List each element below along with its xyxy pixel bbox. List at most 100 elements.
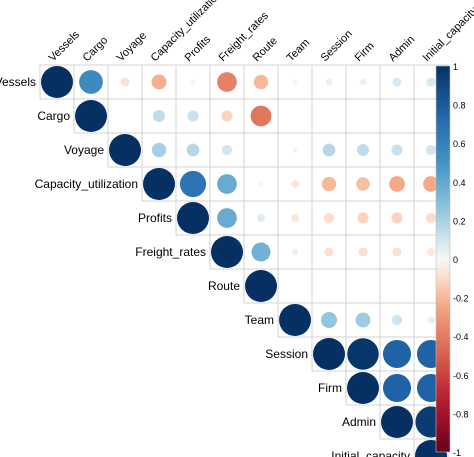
row-label-Firm: Firm bbox=[318, 381, 342, 395]
grid-cell bbox=[345, 98, 381, 134]
correlation-circle-Vessels-Session bbox=[325, 78, 333, 86]
correlation-circle-Team-Firm bbox=[355, 312, 371, 328]
row-label-Freight_rates: Freight_rates bbox=[135, 245, 206, 259]
grid-cell bbox=[277, 64, 313, 100]
correlation-circle-Freight_rates-Admin bbox=[392, 247, 402, 257]
correlation-circle-Voyage-Session bbox=[322, 143, 336, 157]
column-label-Team: Team bbox=[285, 37, 313, 65]
correlation-circle-Capacity_utilization-Route bbox=[258, 181, 264, 187]
correlation-circle-Cargo-Freight_rates bbox=[221, 110, 233, 122]
correlation-circle-Vessels-Team bbox=[292, 79, 298, 85]
colorbar-tick-label: 0.2 bbox=[453, 216, 466, 226]
correlation-circle-Session-Session bbox=[313, 338, 345, 370]
correlation-circle-Cargo-Profits bbox=[187, 110, 199, 122]
correlation-circle-Capacity_utilization-Freight_rates bbox=[217, 174, 237, 194]
correlation-circle-Profits-Admin bbox=[391, 212, 403, 224]
row-label-Profits: Profits bbox=[138, 211, 172, 225]
row-label-Voyage: Voyage bbox=[64, 143, 104, 157]
grid-cell bbox=[277, 268, 313, 304]
row-label-Route: Route bbox=[208, 279, 240, 293]
correlation-circle-Route-Route bbox=[245, 270, 277, 302]
colorbar-tick-label: -0.4 bbox=[453, 332, 469, 342]
correlation-circle-Cargo-Capacity_utilization bbox=[153, 110, 165, 122]
correlation-circle-Freight_rates-Firm bbox=[358, 247, 368, 257]
correlation-circle-Freight_rates-Freight_rates bbox=[211, 236, 243, 268]
grid-cell bbox=[107, 98, 143, 134]
column-label-Initial_capacity: Initial_capacity bbox=[421, 4, 474, 64]
column-label-Vessels: Vessels bbox=[47, 28, 83, 64]
correlation-circle-Cargo-Cargo bbox=[75, 100, 107, 132]
correlation-circle-Voyage-Profits bbox=[186, 143, 200, 157]
correlation-circle-Vessels-Profits bbox=[190, 79, 196, 85]
correlation-circle-Capacity_utilization-Team bbox=[291, 180, 299, 188]
correlation-circle-Profits-Route bbox=[257, 214, 265, 222]
column-label-Cargo: Cargo bbox=[81, 34, 111, 64]
row-label-Cargo: Cargo bbox=[37, 109, 70, 123]
correlation-circle-Cargo-Route bbox=[250, 105, 272, 127]
correlation-circle-Vessels-Vessels bbox=[41, 66, 73, 98]
grid-cell bbox=[243, 132, 279, 168]
column-label-Admin: Admin bbox=[387, 34, 418, 65]
correlation-circle-Session-Firm bbox=[347, 338, 379, 370]
correlation-circle-Voyage-Team bbox=[292, 147, 298, 153]
correlation-circle-Capacity_utilization-Session bbox=[321, 176, 337, 192]
row-label-Capacity_utilization: Capacity_utilization bbox=[35, 177, 138, 191]
correlation-circle-Profits-Team bbox=[291, 214, 299, 222]
column-label-Session: Session bbox=[319, 28, 355, 64]
correlation-circle-Team-Team bbox=[279, 304, 311, 336]
row-label-Initial_capacity: Initial_capacity bbox=[331, 449, 410, 457]
column-label-Profits: Profits bbox=[183, 33, 214, 64]
row-label-Vessels: Vessels bbox=[0, 75, 36, 89]
correlation-circle-Vessels-Freight_rates bbox=[217, 72, 237, 92]
correlation-circle-Profits-Session bbox=[323, 212, 335, 224]
correlation-circle-Voyage-Firm bbox=[357, 144, 369, 156]
grid-cell bbox=[311, 98, 347, 134]
correlation-circle-Freight_rates-Team bbox=[291, 248, 299, 256]
correlation-circle-Voyage-Capacity_utilization bbox=[151, 142, 167, 158]
correlation-circle-Profits-Initial_capacity bbox=[425, 212, 437, 224]
colorbar-tick-label: 0.6 bbox=[453, 139, 466, 149]
correlation-circle-Team-Initial_capacity bbox=[427, 316, 435, 324]
grid-cell bbox=[311, 268, 347, 304]
correlation-circle-Freight_rates-Route bbox=[251, 242, 271, 262]
matrix-circles bbox=[41, 66, 447, 457]
correlation-circle-Capacity_utilization-Profits bbox=[179, 170, 207, 198]
correlation-circle-Voyage-Freight_rates bbox=[221, 144, 233, 156]
correlation-circle-Profits-Freight_rates bbox=[217, 208, 237, 228]
correlation-circle-Voyage-Initial_capacity bbox=[425, 144, 437, 156]
correlation-circle-Profits-Profits bbox=[177, 202, 209, 234]
correlation-circle-Voyage-Voyage bbox=[109, 134, 141, 166]
column-label-Voyage: Voyage bbox=[115, 30, 149, 64]
colorbar-tick-label: -1 bbox=[453, 448, 461, 457]
correlation-circle-Capacity_utilization-Admin bbox=[389, 176, 405, 192]
correlation-circle-Vessels-Voyage bbox=[120, 77, 130, 87]
grid-cell bbox=[345, 268, 381, 304]
grid-cell bbox=[379, 268, 415, 304]
colorbar-tick-label: 0.8 bbox=[453, 101, 466, 111]
colorbar-tick-label: 0.4 bbox=[453, 178, 466, 188]
colorbar-tick-label: 1 bbox=[453, 62, 458, 72]
correlation-circle-Team-Session bbox=[321, 312, 337, 328]
correlation-circle-Capacity_utilization-Capacity_utilization bbox=[143, 168, 175, 200]
correlation-circle-Session-Admin bbox=[382, 339, 412, 369]
column-label-Firm: Firm bbox=[353, 40, 377, 64]
correlation-circle-Vessels-Capacity_utilization bbox=[151, 74, 167, 90]
correlation-circle-Firm-Admin bbox=[382, 373, 412, 403]
correlation-circle-Capacity_utilization-Firm bbox=[356, 177, 370, 191]
correlation-circle-Capacity_utilization-Initial_capacity bbox=[423, 176, 439, 192]
grid-cell bbox=[277, 98, 313, 134]
row-label-Admin: Admin bbox=[342, 415, 376, 429]
row-label-Session: Session bbox=[265, 347, 308, 361]
correlation-circle-Vessels-Cargo bbox=[79, 70, 103, 94]
grid-cell bbox=[379, 98, 415, 134]
correlation-circle-Admin-Admin bbox=[381, 406, 413, 438]
colorbar-tick-label: 0 bbox=[453, 255, 458, 265]
correlation-circle-Vessels-Admin bbox=[392, 77, 402, 87]
correlation-circle-Profits-Firm bbox=[357, 212, 369, 224]
correlation-circle-Vessels-Firm bbox=[359, 78, 367, 86]
correlation-circle-Voyage-Admin bbox=[391, 144, 403, 156]
correlation-circle-Vessels-Initial_capacity bbox=[426, 77, 436, 87]
row-label-Team: Team bbox=[245, 313, 274, 327]
colorbar-bar bbox=[435, 65, 451, 453]
